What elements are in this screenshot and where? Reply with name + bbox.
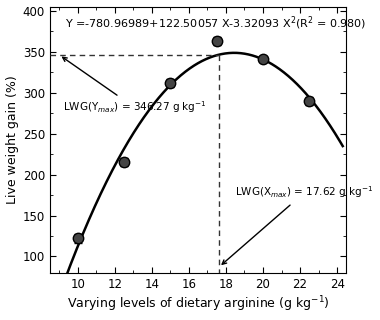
Text: Y =-780.96989+122.50057 X-3.32093 X$^2$(R$^2$ = 0.980): Y =-780.96989+122.50057 X-3.32093 X$^2$(…: [65, 15, 366, 32]
Text: LWG(X$_{max}$) = 17.62 g kg$^{-1}$: LWG(X$_{max}$) = 17.62 g kg$^{-1}$: [222, 185, 374, 264]
X-axis label: Varying levels of dietary arginine (g kg$^{-1}$): Varying levels of dietary arginine (g kg…: [67, 295, 329, 315]
Text: LWG(Y$_{max}$) = 346.27 g kg$^{-1}$: LWG(Y$_{max}$) = 346.27 g kg$^{-1}$: [63, 57, 206, 115]
Y-axis label: Live weight gain (%): Live weight gain (%): [6, 76, 19, 204]
